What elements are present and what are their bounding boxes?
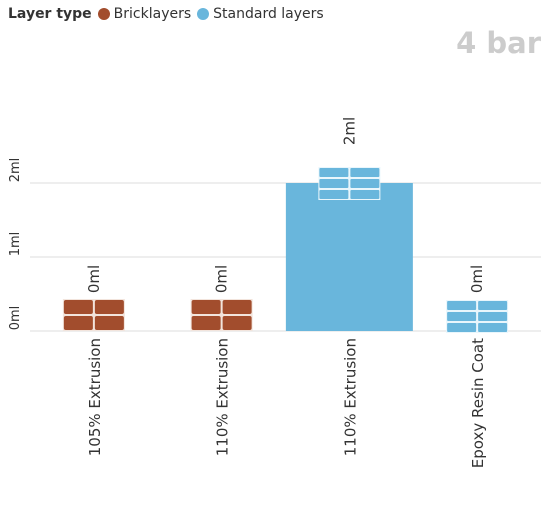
data-label-2: 2ml [340, 117, 358, 145]
legend-item-standard-layers[interactable]: Standard layers [197, 6, 324, 22]
y-tick-label-2: 2ml [8, 158, 23, 183]
tile-3-1-0 [447, 312, 477, 321]
tile-2-0-0 [319, 190, 349, 199]
bar-group-3 [446, 300, 509, 333]
tile-3-1-1 [478, 312, 508, 321]
category-label-1: 110% Extrusion [214, 338, 232, 456]
brick-1-2 [191, 300, 221, 314]
y-tick-label-0: 0ml [8, 306, 23, 331]
tile-2-1-0 [319, 179, 349, 188]
tile-3-2-0 [447, 301, 477, 310]
data-label-0: 0ml [85, 265, 103, 293]
brick-1-1 [222, 316, 252, 330]
y-tick-label-1: 1ml [8, 232, 23, 257]
category-label-0: 105% Extrusion [86, 338, 104, 456]
bar-group-1 [190, 299, 253, 331]
tile-3-2-1 [478, 301, 508, 310]
tile-3-0-0 [447, 323, 477, 332]
category-label-2: 110% Extrusion [341, 338, 359, 456]
bar-group-0 [62, 299, 125, 331]
data-label-1: 0ml [213, 265, 231, 293]
brick-1-0 [191, 316, 221, 330]
tile-2-0-1 [350, 190, 380, 199]
legend-label-bricklayers: Bricklayers [113, 6, 192, 22]
brick-1-3 [222, 300, 252, 314]
brick-0-3 [94, 300, 124, 314]
data-label-3: 0ml [468, 265, 486, 293]
standard-layers-swatch-icon [197, 8, 210, 20]
tile-2-2-1 [350, 168, 380, 177]
bricklayers-swatch-icon [97, 8, 110, 20]
tile-2-1-1 [350, 179, 380, 188]
bar-count-badge: 4 bar [456, 26, 541, 60]
tile-3-0-1 [478, 323, 508, 332]
legend-title: Layer type [8, 6, 92, 22]
tile-2-2-0 [319, 168, 349, 177]
legend: Layer type Bricklayers Standard layers [8, 4, 330, 24]
bar-group-2 [285, 167, 413, 331]
brick-0-0 [63, 316, 93, 330]
legend-label-standard-layers: Standard layers [213, 6, 324, 22]
brick-0-1 [94, 316, 124, 330]
brick-0-2 [63, 300, 93, 314]
bar-2 [285, 183, 413, 331]
category-label-3: Epoxy Resin Coat [469, 338, 487, 468]
legend-item-bricklayers[interactable]: Bricklayers [97, 6, 192, 22]
